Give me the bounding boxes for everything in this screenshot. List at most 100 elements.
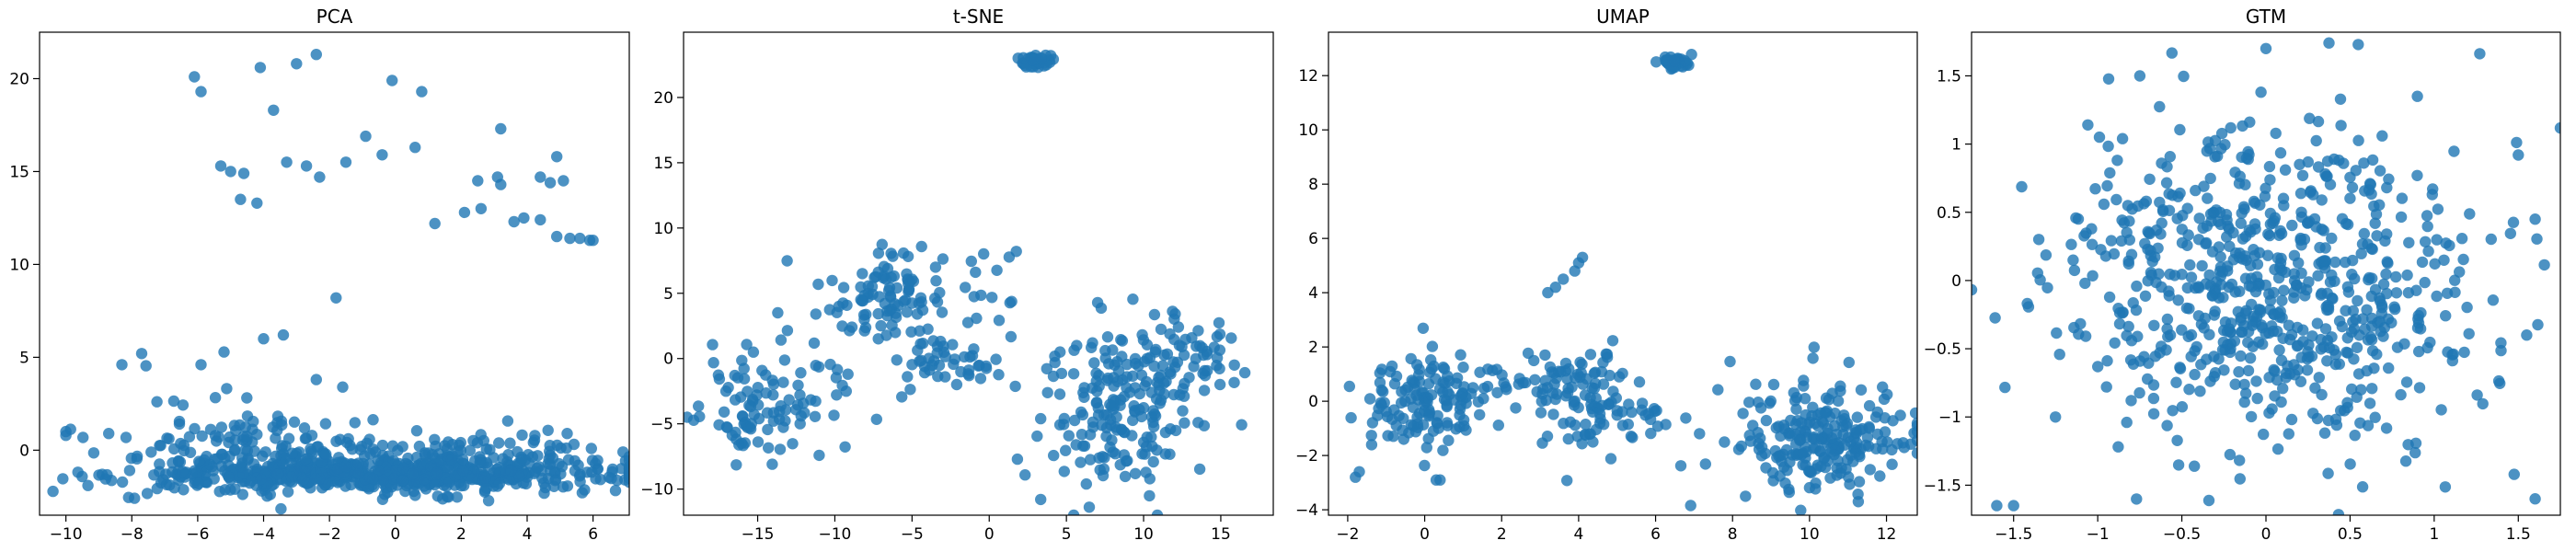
scatter-point (319, 418, 332, 430)
scatter-point (145, 446, 157, 458)
scatter-point (1780, 443, 1793, 456)
scatter-point (2431, 290, 2443, 303)
scatter-point (532, 450, 544, 462)
scatter-point (151, 396, 163, 408)
x-tick-label: 0 (2261, 525, 2271, 544)
scatter-point (1225, 332, 1237, 344)
scatter-point (2034, 274, 2046, 286)
scatter-point (609, 485, 622, 497)
scatter-point (2251, 259, 2264, 270)
scatter-point (1183, 372, 1195, 384)
scatter-point (2171, 213, 2183, 224)
scatter-point (2250, 375, 2262, 387)
scatter-point (2354, 417, 2366, 429)
scatter-point (2411, 169, 2423, 181)
scatter-point (836, 379, 848, 392)
scatter-point (2352, 39, 2364, 51)
scatter-point (2269, 390, 2281, 402)
scatter-point (2190, 184, 2202, 197)
scatter-point (241, 431, 253, 443)
scatter-point (1541, 382, 1554, 394)
scatter-point (2346, 254, 2359, 267)
scatter-point (1009, 380, 1021, 393)
scatter-point (1423, 366, 1436, 378)
scatter-point (1660, 54, 1672, 66)
scatter-point (2432, 203, 2444, 215)
scatter-point (1481, 380, 1494, 393)
scatter-point (275, 502, 287, 515)
scatter-point (1580, 419, 1592, 431)
scatter-point (872, 307, 884, 320)
scatter-point (965, 255, 978, 268)
scatter-point (1802, 465, 1815, 477)
scatter-point (2217, 292, 2229, 304)
y-tick-label: −0.5 (1924, 340, 1961, 359)
scatter-point (971, 312, 983, 325)
scatter-point (178, 444, 190, 457)
scatter-point (191, 466, 203, 478)
scatter-point (1625, 431, 1638, 443)
scatter-point (990, 353, 1002, 365)
scatter-point (60, 430, 72, 442)
scatter-point (2264, 174, 2276, 186)
scatter-point (1822, 455, 1834, 467)
scatter-point (913, 297, 925, 309)
scatter-point (970, 266, 982, 279)
scatter-point (2191, 340, 2202, 353)
scatter-point (837, 282, 850, 293)
scatter-point (2448, 145, 2460, 157)
scatter-point (1422, 432, 1434, 444)
scatter-point (1863, 399, 1876, 412)
scatter-point (1490, 363, 1503, 375)
scatter-point (1396, 385, 1408, 397)
scatter-point (1843, 356, 1856, 369)
scatter-point (1443, 434, 1455, 446)
scatter-point (1106, 400, 1118, 412)
scatter-point (2093, 131, 2106, 144)
scatter-point (2201, 353, 2213, 365)
scatter-point (1148, 408, 1161, 420)
scatter-point (1589, 366, 1602, 378)
scatter-point (1852, 496, 1865, 508)
scatter-point (881, 305, 893, 317)
scatter-point (1426, 340, 1439, 352)
scatter-point (2154, 196, 2166, 209)
scatter-point (1800, 408, 1811, 421)
scatter-point (860, 308, 872, 320)
scatter-point (2390, 270, 2402, 283)
scatter-point (2342, 286, 2355, 298)
scatter-point (193, 455, 205, 467)
scatter-point (2529, 213, 2541, 225)
scatter-point (760, 387, 772, 399)
scatter-point (2202, 494, 2215, 507)
scatter-point (2270, 127, 2282, 140)
scatter-point (349, 417, 361, 429)
scatter-point (2440, 237, 2452, 249)
scatter-point (875, 319, 887, 332)
scatter-point (794, 418, 806, 430)
scatter-point (810, 360, 822, 372)
scatter-point (2463, 328, 2475, 339)
scatter-point (254, 62, 267, 74)
scatter-point (2371, 348, 2383, 361)
scatter-point (2485, 233, 2497, 246)
scatter-point (1474, 366, 1486, 378)
scatter-point (1423, 407, 1436, 419)
scatter-point (1799, 393, 1811, 405)
scatter-point (2364, 331, 2377, 343)
scatter-point (1397, 433, 1410, 445)
axes-frame (683, 31, 1274, 516)
scatter-point (1454, 420, 1466, 433)
scatter-point (247, 458, 260, 470)
scatter-point (413, 440, 426, 453)
scatter-point (2170, 376, 2182, 388)
x-tick-label: −6 (186, 525, 209, 544)
scatter-point (2131, 280, 2143, 293)
scatter-point (1213, 316, 1225, 329)
scatter-point (2214, 265, 2226, 277)
scatter-point (87, 447, 100, 459)
scatter-point (2446, 349, 2458, 361)
scatter-point (1766, 466, 1779, 479)
scatter-point (2441, 287, 2454, 299)
y-tick-label: 20 (653, 89, 673, 108)
